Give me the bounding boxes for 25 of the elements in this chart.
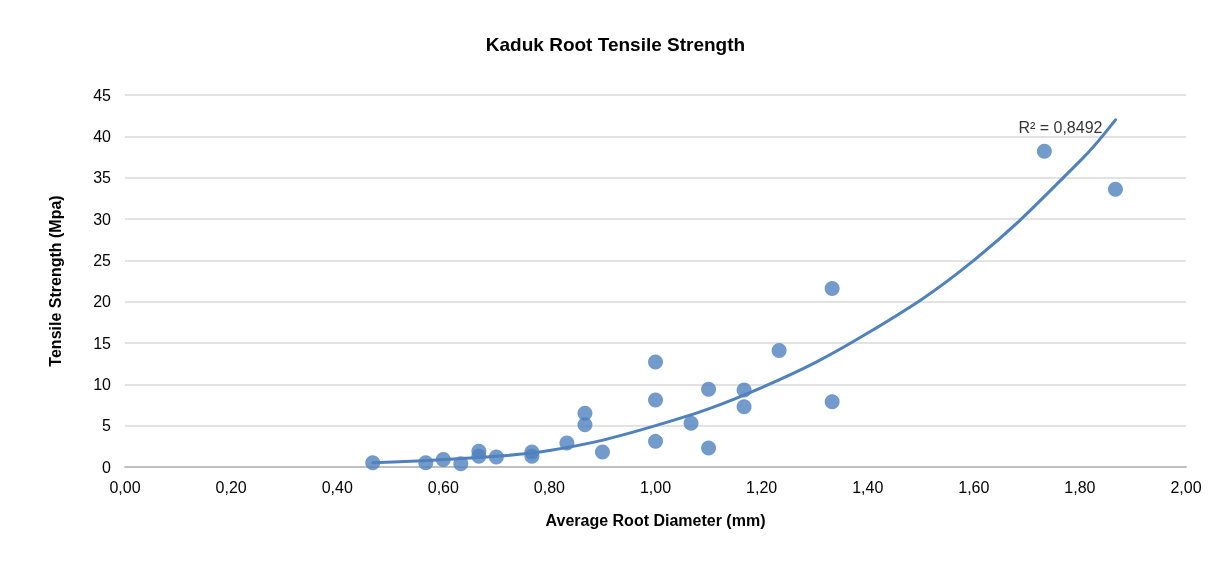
- x-tick-label: 1,00: [639, 478, 672, 496]
- y-tick-label: 0: [102, 458, 112, 476]
- y-tick-label: 25: [93, 251, 112, 269]
- annotation: R² = 0,8492: [1018, 119, 1103, 137]
- x-tick-label: 0,60: [427, 478, 459, 496]
- x-tick-label: 0,00: [109, 478, 141, 496]
- x-tick-label: 1,20: [746, 478, 778, 496]
- x-tick-label: 2,00: [1170, 478, 1202, 496]
- y-tick-label: 15: [93, 334, 112, 352]
- y-tick-label: 45: [93, 86, 112, 104]
- x-tick-label: 0,20: [215, 478, 247, 496]
- x-tick-label: 0,40: [321, 478, 353, 496]
- chart-title: Kaduk Root Tensile Strength: [485, 34, 746, 55]
- y-tick-label: 30: [93, 210, 112, 228]
- y-tick-label: 35: [93, 169, 112, 187]
- x-tick-label: 0,80: [533, 478, 566, 496]
- y-tick-label: 10: [93, 375, 112, 393]
- y-tick-label: 5: [102, 417, 112, 435]
- y-tick-label: 20: [93, 293, 112, 311]
- x-tick-label: 1,80: [1064, 478, 1096, 496]
- x-axis-title: Average Root Diameter (mm): [545, 511, 766, 529]
- y-tick-label: 40: [93, 127, 112, 145]
- y-axis-title: Tensile Strength (Mpa): [46, 195, 64, 367]
- x-tick-label: 1,40: [852, 478, 884, 496]
- x-tick-label: 1,60: [958, 478, 990, 496]
